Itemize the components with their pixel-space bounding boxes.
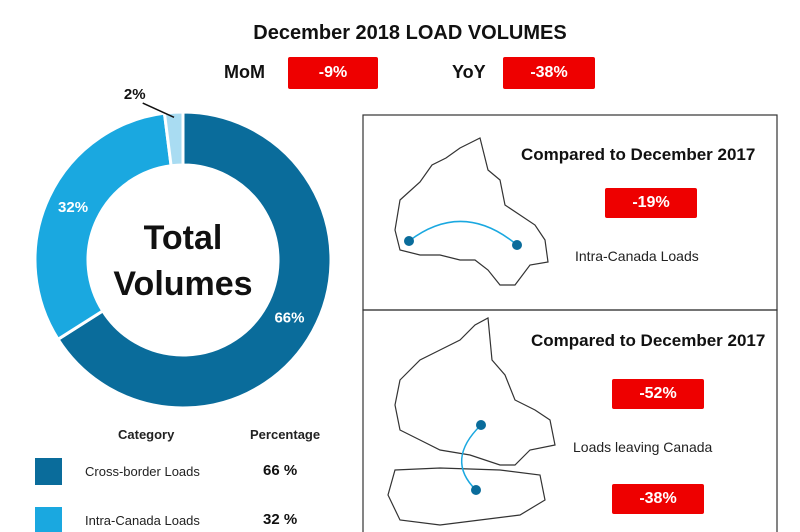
center-label: Total: [144, 219, 223, 257]
legend-label: Intra-Canada Loads: [85, 513, 200, 528]
data-label: 66%: [274, 310, 304, 327]
route-dot: [471, 485, 481, 495]
panel-caption: Loads leaving Canada: [573, 439, 713, 455]
kpi-label: MoM: [224, 62, 265, 82]
change-badge: -52%: [612, 379, 704, 409]
donut-segment: [33, 111, 173, 342]
panel-box: [362, 309, 778, 532]
kpi-label: YoY: [452, 62, 486, 82]
data-label: 2%: [124, 86, 146, 103]
legend-swatch: [35, 458, 62, 485]
legend-swatch: [35, 507, 62, 532]
data-label: 32%: [58, 199, 88, 216]
panel-caption: Intra-Canada Loads: [575, 248, 699, 264]
legend-label: Cross-border Loads: [85, 464, 200, 479]
center-label: Volumes: [113, 265, 252, 303]
legend-value: 32 %: [263, 511, 298, 528]
map-outline: [394, 137, 549, 286]
route-dot: [404, 236, 414, 246]
legend-header: Category: [118, 427, 175, 442]
legend-header: Percentage: [250, 427, 321, 442]
kpi-badge: -38%: [503, 57, 595, 89]
change-badge: -38%: [612, 484, 704, 514]
route-dot: [476, 420, 486, 430]
legend-value: 66 %: [263, 462, 298, 479]
leader-line: [142, 102, 175, 118]
kpi-badge: -9%: [288, 57, 378, 89]
route-dot: [512, 240, 522, 250]
route-arc: [408, 220, 518, 246]
map-outline: [387, 467, 546, 526]
donut-segment: [55, 110, 333, 410]
donut-segment: [162, 110, 185, 168]
route-arc: [461, 424, 482, 491]
map-outline: [394, 317, 556, 466]
title: December 2018 LOAD VOLUMES: [253, 22, 567, 44]
panel-heading: Compared to December 2017: [531, 331, 766, 350]
panel-heading: Compared to December 2017: [521, 145, 756, 164]
change-badge: -19%: [605, 188, 697, 218]
